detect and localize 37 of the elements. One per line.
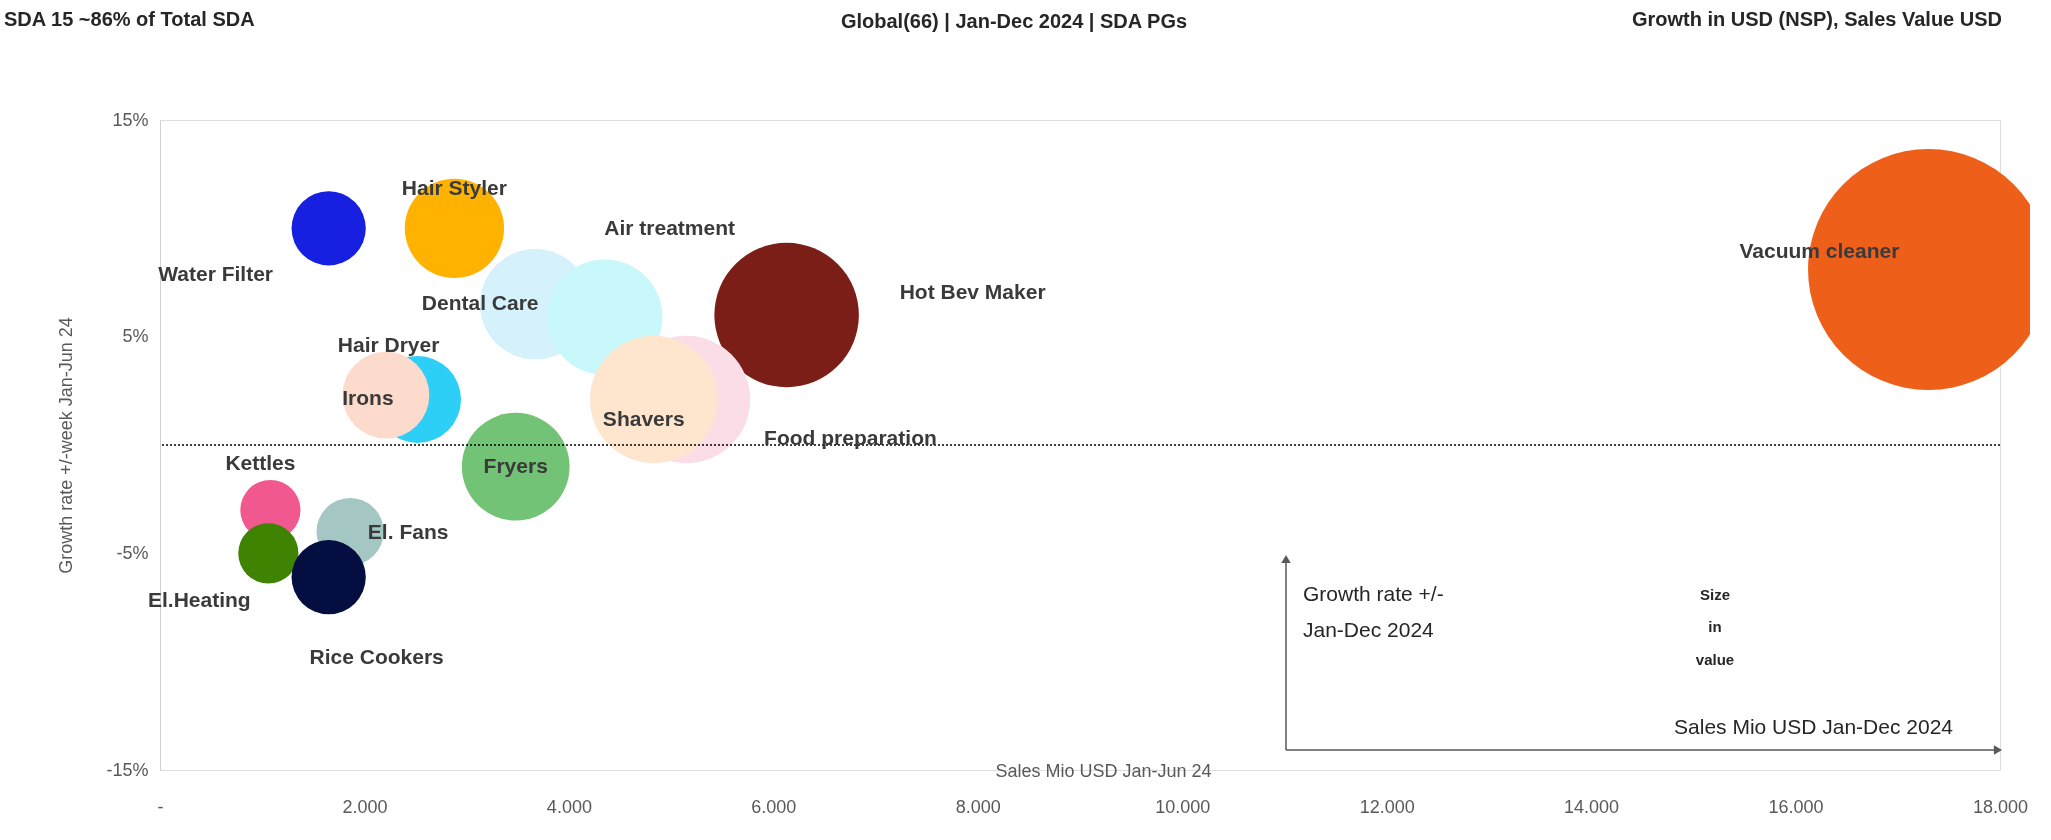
x-tick-label: 10.000 [1155,796,1211,817]
x-tick-label: - [157,796,164,817]
series-label: Irons [342,386,394,410]
series-label: Water Filter [158,262,274,286]
x-tick-label: 8.000 [955,796,1001,817]
series-label: Hot Bev Maker [899,280,1046,303]
annotation: Sales Mio USD Jan-Dec 2024 [1674,715,1954,738]
series-label: Dental Care [421,291,539,315]
x-axis-title: Sales Mio USD Jan-Jun 24 [995,760,1212,781]
y-tick-label: 5% [122,326,149,347]
x-tick-label: 14.000 [1564,796,1620,817]
text: SDA 15 ~86% of Total SDA [4,8,255,30]
x-tick-label: 2.000 [342,796,388,817]
x-tick-label: 6.000 [751,796,797,817]
y-tick-label: -15% [106,759,149,780]
x-tick-label: 4.000 [546,796,592,817]
annotation: Jan-Dec 2024 [1303,618,1435,641]
x-tick-label: 16.000 [1768,796,1824,817]
series-label: Kettles [225,451,296,474]
x-tick-label: 12.000 [1359,796,1415,817]
annotation: value [1695,651,1735,668]
y-axis-title: Growth rate +/-week Jan-Jun 24 [56,317,77,574]
annotation: Size [1699,586,1731,603]
series-label: Shavers [602,406,685,430]
y-tick-label: -5% [116,542,149,563]
y-tick-label: 15% [112,109,149,130]
series-label: Air treatment [604,216,736,240]
series-label: Rice Cookers [309,645,444,669]
series-label: El.Heating [148,588,251,612]
chart-title: Global(66) | Jan-Dec 2024 | SDA PGs [840,10,1188,32]
text: Growth in USD (NSP), Sales Value USD [1631,8,2002,30]
series-label: Fryers [483,453,548,477]
annotation: Growth rate +/- [1303,582,1444,605]
series-label: Food preparation [764,425,937,449]
series-label: Hair Dryer [337,332,440,356]
x-tick-label: 18.000 [1972,796,2029,817]
annotation: in [1708,618,1722,635]
